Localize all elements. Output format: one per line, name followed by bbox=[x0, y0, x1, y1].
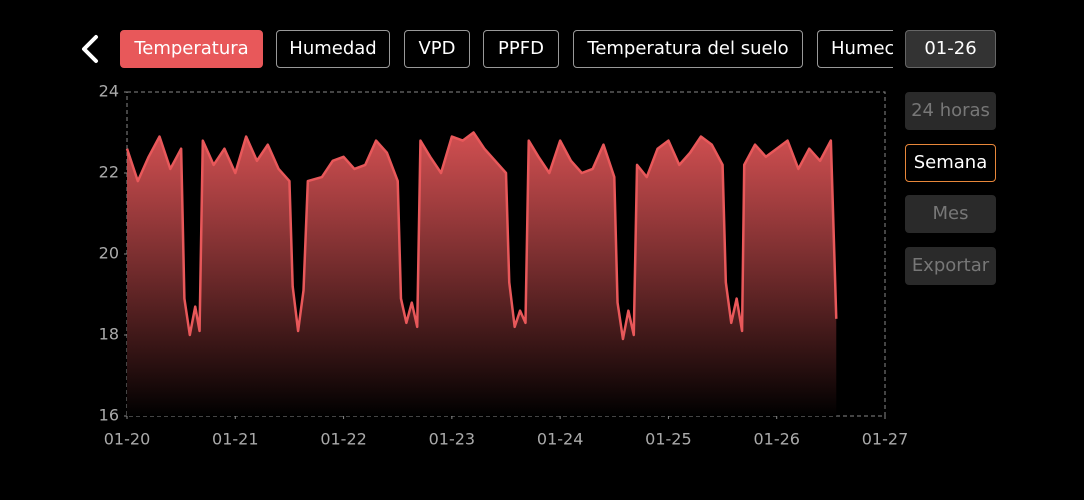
x-tick-label: 01-22 bbox=[320, 430, 367, 449]
tab[interactable]: Humedad bbox=[276, 30, 390, 68]
y-tick-label: 22 bbox=[99, 163, 119, 182]
tab[interactable]: VPD bbox=[404, 30, 470, 68]
x-tick-label: 01-26 bbox=[753, 430, 800, 449]
range-button[interactable]: Mes bbox=[905, 195, 996, 233]
range-button[interactable]: Exportar bbox=[905, 246, 996, 285]
tab[interactable]: Temperatura del suelo bbox=[573, 30, 803, 68]
y-tick-label: 16 bbox=[99, 406, 119, 425]
tab[interactable]: PPFD bbox=[483, 30, 559, 68]
y-tick-label: 20 bbox=[99, 244, 119, 263]
x-tick-label: 01-25 bbox=[645, 430, 692, 449]
range-button[interactable]: 24 horas bbox=[905, 92, 996, 130]
tab[interactable]: Temperatura bbox=[120, 30, 263, 68]
date-button[interactable]: 01-26 bbox=[905, 30, 996, 68]
x-tick-label: 01-27 bbox=[862, 430, 909, 449]
x-tick-label: 01-23 bbox=[429, 430, 476, 449]
y-tick-label: 24 bbox=[99, 82, 119, 101]
line bbox=[125, 131, 838, 341]
range-button[interactable]: Semana bbox=[905, 143, 996, 182]
y-tick-label: 18 bbox=[99, 325, 119, 344]
tab[interactable]: Humec bbox=[817, 30, 893, 68]
area bbox=[127, 132, 837, 416]
back-button[interactable] bbox=[76, 29, 106, 69]
x-tick-label: 01-20 bbox=[104, 430, 151, 449]
x-tick-label: 01-21 bbox=[212, 430, 259, 449]
x-tick-label: 01-24 bbox=[537, 430, 584, 449]
